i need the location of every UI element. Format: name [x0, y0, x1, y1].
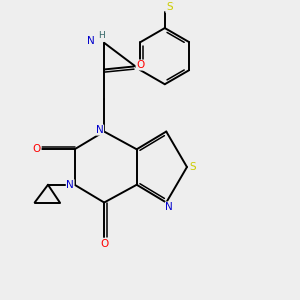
Text: N: N: [96, 125, 103, 135]
Text: H: H: [98, 31, 105, 40]
Text: O: O: [33, 144, 41, 154]
Text: S: S: [190, 162, 196, 172]
Text: O: O: [100, 239, 108, 249]
Text: N: N: [66, 180, 74, 190]
Text: N: N: [87, 36, 95, 46]
Text: N: N: [165, 202, 173, 212]
Text: O: O: [136, 60, 144, 70]
Text: S: S: [166, 2, 172, 12]
